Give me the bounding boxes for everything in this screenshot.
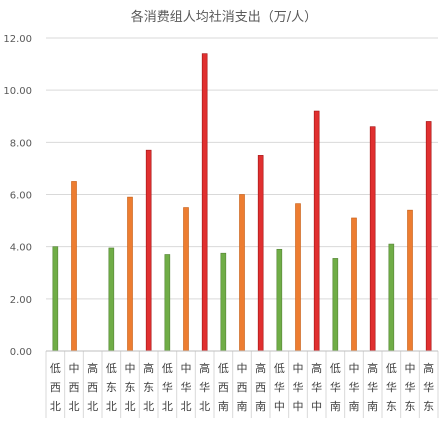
x-tick-label: 中	[274, 400, 285, 413]
bar	[257, 155, 264, 352]
x-tick-label: 低	[330, 362, 341, 375]
x-tick-label: 华	[367, 380, 378, 394]
x-tick-label: 中	[311, 400, 322, 413]
x-tick-label: 北	[143, 400, 154, 413]
bar	[52, 246, 59, 352]
bar	[313, 110, 320, 352]
x-tick-label: 南	[237, 400, 248, 413]
x-tick-label: 中	[293, 400, 304, 413]
bar	[239, 194, 245, 352]
x-tick-label: 中	[69, 362, 80, 375]
bar	[145, 149, 152, 352]
bar	[295, 203, 301, 352]
x-tick-label: 中	[181, 362, 192, 375]
bar	[332, 258, 339, 352]
x-tick-label: 华	[311, 380, 322, 394]
x-tick-label: 高	[255, 361, 266, 375]
chart-title: 各消费组人均社消支出（万/人）	[130, 10, 318, 25]
x-tick-label: 华	[386, 380, 397, 394]
x-tick-label: 高	[311, 361, 322, 375]
x-tick-label: 南	[218, 400, 229, 413]
x-tick-label: 低	[274, 362, 285, 375]
x-tick-label: 低	[106, 362, 117, 375]
x-tick-label: 中	[293, 362, 304, 375]
bar	[108, 247, 115, 352]
x-tick-label: 西	[218, 381, 229, 394]
x-tick-label: 华	[330, 380, 341, 394]
x-tick-label: 北	[50, 400, 61, 413]
x-tick-label: 东	[386, 400, 397, 413]
x-tick-label: 低	[162, 362, 173, 375]
y-tick-label: 12.00	[3, 34, 32, 45]
x-tick-label: 南	[367, 400, 378, 413]
x-tick-label: 东	[125, 381, 136, 394]
x-tick-label: 西	[255, 381, 266, 394]
x-tick-label: 华	[405, 380, 416, 394]
x-tick-label: 西	[237, 381, 248, 394]
bar	[183, 207, 189, 352]
x-tick-label: 北	[199, 400, 210, 413]
bar	[351, 217, 357, 352]
x-tick-label: 高	[423, 361, 434, 375]
bar	[407, 209, 413, 352]
x-tick-label: 北	[69, 400, 80, 413]
bar	[369, 126, 376, 352]
x-tick-label: 西	[69, 381, 80, 394]
x-tick-label: 北	[87, 400, 98, 413]
x-tick-label: 中	[125, 362, 136, 375]
bar	[201, 53, 208, 352]
y-tick-label: 0.00	[10, 347, 32, 358]
bar	[127, 196, 133, 352]
x-tick-label: 西	[87, 381, 98, 394]
x-tick-label: 高	[199, 361, 210, 375]
x-tick-label: 华	[162, 380, 173, 394]
x-tick-label: 中	[405, 362, 416, 375]
y-tick-label: 2.00	[10, 295, 32, 306]
x-tick-label: 中	[237, 362, 248, 375]
x-tick-label: 低	[386, 362, 397, 375]
x-tick-label: 高	[87, 361, 98, 375]
x-tick-label: 北	[106, 400, 117, 413]
x-tick-label: 南	[330, 400, 341, 413]
x-tick-label: 高	[367, 361, 378, 375]
x-tick-label: 华	[199, 380, 210, 394]
x-tick-label: 东	[143, 381, 154, 394]
x-tick-label: 东	[106, 381, 117, 394]
bar	[164, 254, 171, 352]
x-tick-label: 北	[181, 400, 192, 413]
x-tick-label: 华	[423, 380, 434, 394]
bar	[220, 252, 227, 352]
y-tick-label: 6.00	[10, 191, 32, 202]
x-tick-label: 南	[349, 400, 360, 413]
x-tick-label: 低	[50, 362, 61, 375]
x-tick-label: 华	[349, 380, 360, 394]
x-tick-label: 东	[423, 400, 434, 413]
y-tick-label: 8.00	[10, 138, 32, 149]
bar	[425, 121, 432, 352]
x-tick-label: 北	[125, 400, 136, 413]
x-tick-label: 西	[50, 381, 61, 394]
bar	[276, 248, 283, 352]
x-tick-label: 低	[218, 362, 229, 375]
bar	[388, 243, 395, 352]
x-tick-label: 中	[349, 362, 360, 375]
x-tick-label: 高	[143, 361, 154, 375]
x-tick-label: 华	[293, 380, 304, 394]
y-tick-label: 4.00	[10, 243, 32, 254]
bar	[71, 181, 77, 352]
x-tick-label: 南	[255, 400, 266, 413]
x-tick-label: 华	[181, 380, 192, 394]
x-tick-label: 北	[162, 400, 173, 413]
y-tick-label: 10.00	[3, 86, 32, 97]
x-tick-label: 东	[405, 400, 416, 413]
x-tick-label: 华	[274, 380, 285, 394]
